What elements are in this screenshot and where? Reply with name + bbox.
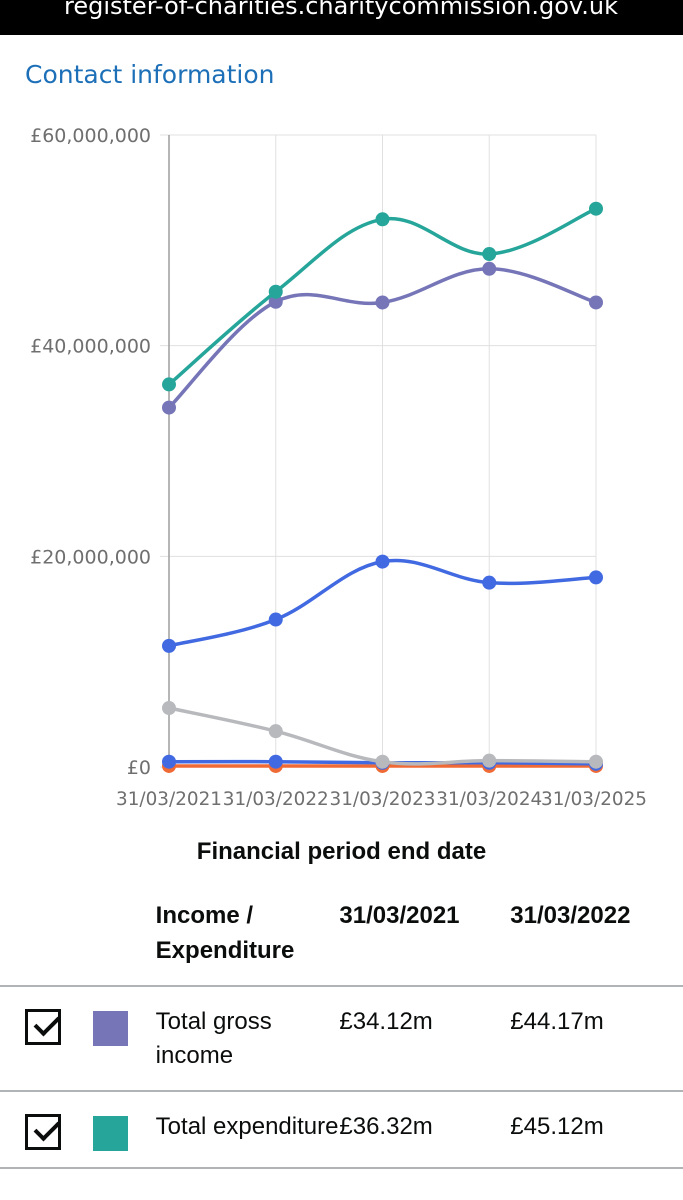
y-tick-label: £40,000,000 — [30, 336, 151, 358]
series-point — [482, 261, 497, 276]
series-point — [375, 554, 390, 569]
y-tick-label: £0 — [127, 757, 151, 779]
series-color-swatch — [93, 1116, 129, 1152]
row-swatch-cell — [93, 986, 155, 1092]
series-point — [268, 724, 283, 739]
series-point — [162, 400, 176, 415]
series-toggle-checkbox[interactable] — [25, 1008, 61, 1045]
financial-history-chart: £0 £20,000,000 £40,000,000 £60,000,000 31/03… — [0, 110, 683, 830]
series-point — [268, 294, 283, 309]
row-checkbox-cell — [0, 1091, 93, 1168]
contact-information-link[interactable]: Contact information — [25, 60, 275, 89]
series-point — [589, 201, 603, 216]
table-row: Total expenditure £36.32m £45.12m — [0, 1091, 683, 1168]
row-value-2021: £34.12m — [339, 1007, 433, 1035]
series-point — [375, 754, 390, 769]
series-point — [162, 754, 176, 769]
browser-url-text[interactable]: register-of-charities.charitycommission.… — [64, 0, 618, 20]
table-bottom-border-row — [0, 1168, 683, 1175]
series-point — [482, 575, 497, 590]
series-point — [482, 753, 497, 768]
row-checkbox-cell — [0, 986, 93, 1092]
row-swatch-cell — [93, 1091, 155, 1168]
x-tick-label: 31/03/2021 — [116, 788, 222, 810]
series-point — [162, 701, 176, 716]
row-value-2022: £44.17m — [510, 1007, 604, 1035]
income-expenditure-table: Income / Expenditure 31/03/2021 31/03/20… — [0, 895, 683, 1175]
series-point — [375, 212, 390, 227]
series-point — [482, 247, 497, 262]
x-tick-label: 31/03/2022 — [223, 788, 329, 810]
series-point — [589, 570, 603, 585]
series-point — [375, 295, 390, 310]
table-header-row: Income / Expenditure 31/03/2021 31/03/20… — [0, 895, 683, 986]
x-tick-label: 31/03/2024 — [436, 788, 542, 810]
line-chart-svg: £0 £20,000,000 £40,000,000 £60,000,000 31/03… — [30, 125, 647, 810]
header-swatch-cell — [93, 895, 155, 986]
series-color-swatch — [93, 1010, 129, 1046]
browser-url-bar[interactable]: register-of-charities.charitycommission.… — [0, 0, 683, 35]
row-label: Total expenditure — [155, 1113, 339, 1141]
header-year-2022: 31/03/2022 — [510, 902, 631, 929]
y-tick-label: £20,000,000 — [30, 546, 151, 568]
series-toggle-checkbox[interactable] — [25, 1114, 61, 1151]
row-value-2021: £36.32m — [339, 1113, 433, 1141]
row-label: Total gross income — [155, 1007, 272, 1070]
table-row: Total gross income £34.12m £44.17m — [0, 985, 683, 1092]
header-year-2021: 31/03/2021 — [339, 902, 460, 929]
series-point — [589, 295, 603, 310]
y-tick-label: £60,000,000 — [30, 125, 151, 147]
header-income-expenditure: Income / Expenditure — [155, 902, 295, 964]
series-point — [268, 612, 283, 627]
series-point — [268, 754, 283, 769]
series-point — [162, 638, 176, 653]
row-value-2022: £45.12m — [510, 1113, 604, 1141]
x-tick-label: 31/03/2025 — [541, 788, 647, 810]
x-tick-label: 31/03/2023 — [330, 788, 436, 810]
series-point — [268, 284, 283, 299]
header-checkbox-cell — [0, 895, 93, 986]
series-point — [589, 754, 603, 769]
series-point — [162, 377, 176, 392]
x-axis-title: Financial period end date — [196, 838, 487, 865]
